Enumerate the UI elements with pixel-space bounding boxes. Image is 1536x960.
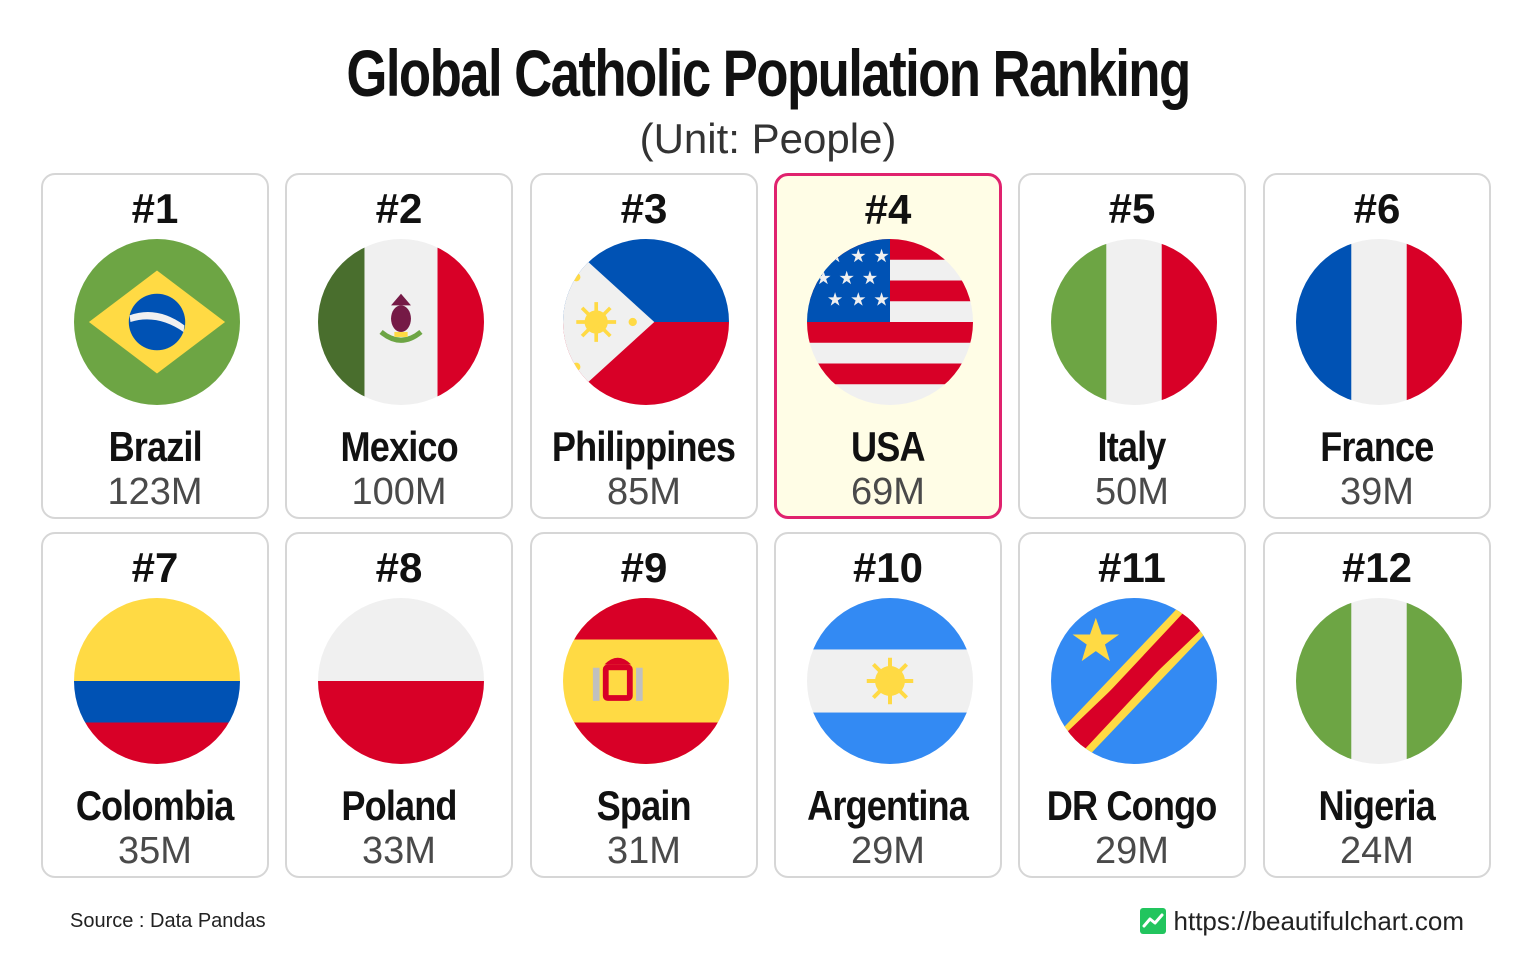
svg-text:★: ★ (815, 268, 831, 289)
country-card-5: #5 Italy 50M (1018, 173, 1246, 519)
country-card-3: #3 Philippines 85M (530, 173, 758, 519)
country-card-8: #8 Poland 33M (285, 532, 513, 878)
colombia-flag-icon (74, 598, 240, 764)
country-name: DR Congo (1047, 782, 1218, 829)
svg-text:★: ★ (827, 289, 843, 310)
population-value: 29M (851, 830, 925, 872)
country-card-12: #12 Nigeria 24M (1263, 532, 1491, 878)
rank-label: #10 (852, 544, 924, 591)
rank-label: #3 (620, 185, 668, 232)
country-name: Nigeria (1318, 782, 1436, 829)
population-value: 39M (1340, 471, 1414, 513)
italy-flag-icon (1051, 239, 1217, 405)
dr-congo-flag-icon (1051, 598, 1217, 764)
country-name: Spain (596, 782, 692, 829)
rank-label: #2 (375, 185, 423, 232)
mexico-flag-icon (318, 239, 484, 405)
svg-text:★: ★ (873, 246, 889, 267)
population-value: 33M (362, 830, 436, 872)
svg-text:★: ★ (850, 246, 866, 267)
country-card-9: #9 Spain 31M (530, 532, 758, 878)
rank-label: #11 (1098, 544, 1166, 591)
country-name: Brazil (108, 423, 202, 470)
site-url: https://beautifulchart.com (1173, 906, 1464, 936)
rank-label: #1 (131, 185, 179, 232)
chart-logo-icon (1139, 908, 1166, 934)
svg-text:★: ★ (850, 289, 866, 310)
rank-label: #9 (620, 544, 668, 591)
argentina-flag-icon (807, 598, 973, 764)
rank-label: #7 (131, 544, 179, 591)
rank-label: #6 (1353, 185, 1401, 232)
rank-label: #5 (1108, 185, 1156, 232)
country-card-11: #11 DR Congo 29M (1018, 532, 1246, 878)
country-name: Mexico (340, 423, 458, 470)
france-flag-icon (1296, 239, 1462, 405)
population-value: 24M (1340, 830, 1414, 872)
source-note: Source : Data Pandas (70, 910, 266, 932)
spain-flag-icon (563, 598, 729, 764)
country-card-10: #10 Argentina 29M (774, 532, 1002, 878)
country-card-1: #1 Brazil 123M (41, 173, 269, 519)
country-name: Poland (341, 782, 457, 829)
rank-label: #8 (375, 544, 423, 591)
rank-label: #12 (1341, 544, 1413, 591)
population-value: 69M (851, 471, 925, 513)
svg-text:★: ★ (839, 268, 855, 289)
brazil-flag-icon (74, 239, 240, 405)
population-value: 31M (607, 830, 681, 872)
site-credit: https://beautifulchart.com (1139, 904, 1464, 938)
svg-text:★: ★ (827, 246, 843, 267)
usa-flag-icon: ★ ★ ★ ★ ★ ★ ★ ★ ★ (807, 239, 973, 405)
rank-label: #4 (864, 186, 912, 233)
svg-text:★: ★ (862, 268, 878, 289)
country-card-7: #7 Colombia 35M (41, 532, 269, 878)
svg-text:★: ★ (873, 289, 889, 310)
country-card-6: #6 France 39M (1263, 173, 1491, 519)
population-value: 100M (351, 471, 447, 513)
country-name: Argentina (807, 782, 970, 829)
nigeria-flag-icon (1296, 598, 1462, 764)
population-value: 29M (1095, 830, 1169, 872)
population-value: 35M (118, 830, 192, 872)
poland-flag-icon (318, 598, 484, 764)
country-name: Colombia (76, 782, 235, 829)
philippines-flag-icon (563, 239, 729, 405)
country-name: Philippines (552, 423, 736, 470)
page-title: Global Catholic Population Ranking (346, 36, 1191, 110)
country-card-2: #2 Mexico 100M (285, 173, 513, 519)
page-subtitle: (Unit: People) (639, 115, 897, 162)
population-value: 123M (107, 471, 203, 513)
country-name: France (1320, 423, 1434, 470)
country-card-4-highlighted: #4 ★ ★ ★ ★ ★ ★ ★ ★ ★ USA 69M (774, 173, 1002, 519)
country-name: Italy (1098, 423, 1167, 470)
population-value: 85M (607, 471, 681, 513)
country-name: USA (851, 423, 926, 470)
population-value: 50M (1095, 471, 1169, 513)
